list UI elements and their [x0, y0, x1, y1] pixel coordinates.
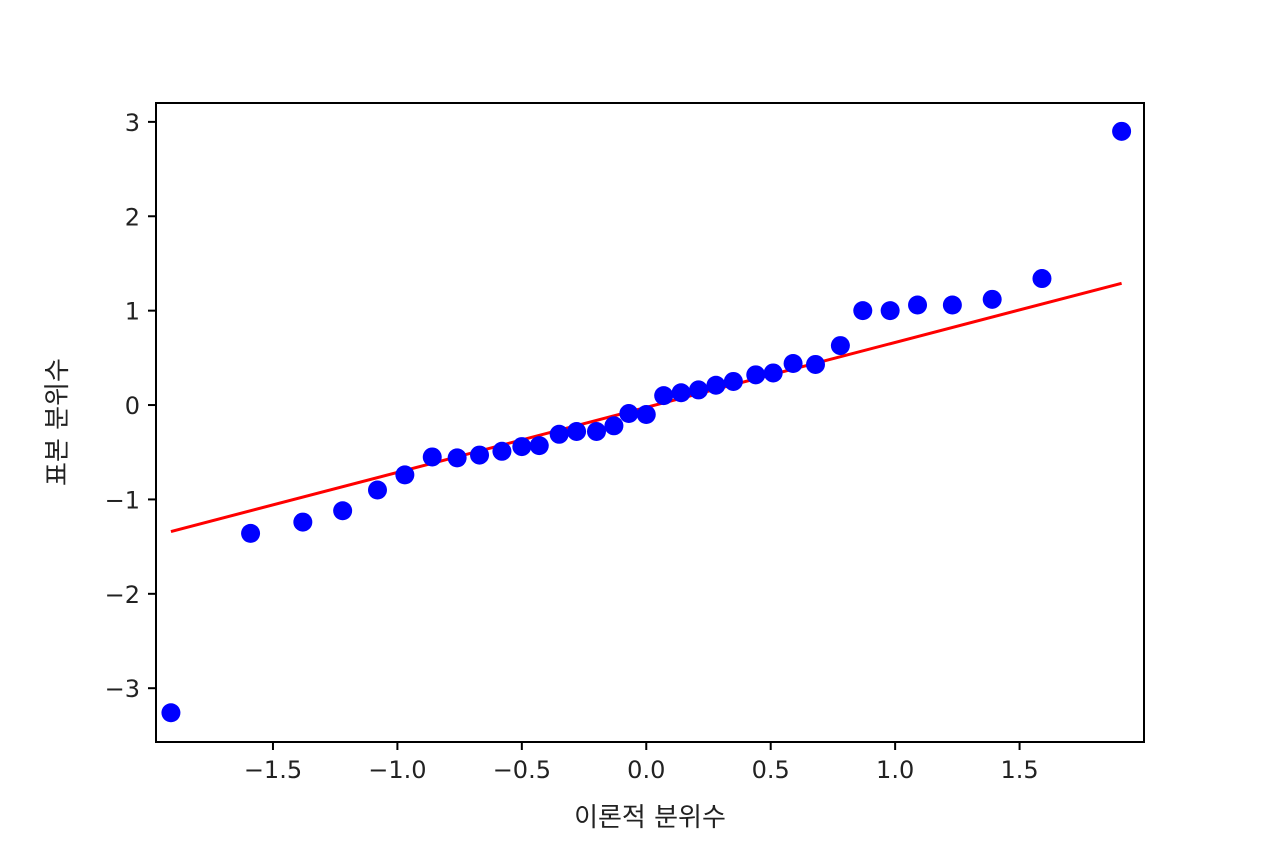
data-point: [654, 386, 674, 406]
data-point: [161, 703, 181, 723]
data-point: [470, 445, 490, 465]
data-point: [293, 512, 313, 532]
data-point: [333, 501, 353, 521]
axes: −1.5 −1.0 −0.5 0.0 0.5 1.0 1.5 −3 −2 −1 0 1 2 3: [105, 102, 1145, 784]
data-point: [367, 480, 387, 500]
data-point: [395, 465, 415, 485]
data-point: [880, 301, 900, 321]
data-point: [746, 365, 766, 385]
data-point: [723, 371, 743, 391]
data-point: [241, 523, 261, 543]
x-tick-label: 0.5: [752, 756, 790, 784]
x-tick-label: −1.0: [368, 756, 426, 784]
data-point: [706, 375, 726, 395]
data-point: [586, 421, 606, 441]
y-tick-label: 1: [125, 298, 140, 326]
data-point: [422, 447, 442, 467]
data-point: [549, 424, 569, 444]
data-point: [853, 301, 873, 321]
x-axis-label: 이론적 분위수: [574, 803, 726, 833]
y-tick-label: −3: [105, 675, 140, 703]
y-axis-label: 표본 분위수: [43, 358, 73, 486]
x-tick-label: 1.5: [1000, 756, 1038, 784]
plot-area: [161, 121, 1132, 723]
x-tick-label: 0.0: [627, 756, 665, 784]
plot-frame: [155, 102, 1145, 743]
data-point: [636, 404, 656, 424]
data-point: [447, 448, 467, 468]
x-tick-label: −0.5: [493, 756, 551, 784]
data-point: [619, 404, 639, 424]
data-point: [567, 421, 587, 441]
data-point: [604, 416, 624, 436]
data-point: [492, 441, 512, 461]
x-tick-label: −1.5: [244, 756, 302, 784]
data-point: [512, 437, 532, 457]
y-tick-label: −1: [105, 486, 140, 514]
data-point: [529, 436, 549, 456]
y-tick-label: 2: [125, 203, 140, 231]
data-point: [689, 380, 709, 400]
data-point: [805, 354, 825, 374]
data-point: [942, 295, 962, 315]
data-point: [763, 363, 783, 383]
data-point: [671, 383, 691, 403]
data-point: [908, 295, 928, 315]
x-tick-label: 1.0: [876, 756, 914, 784]
data-point: [1032, 269, 1052, 289]
data-point: [783, 354, 803, 374]
data-point: [830, 336, 850, 356]
y-tick-label: 3: [125, 109, 140, 137]
y-tick-label: 0: [125, 392, 140, 420]
data-point: [982, 289, 1002, 309]
y-tick-label: −2: [105, 581, 140, 609]
data-point: [1112, 121, 1132, 141]
